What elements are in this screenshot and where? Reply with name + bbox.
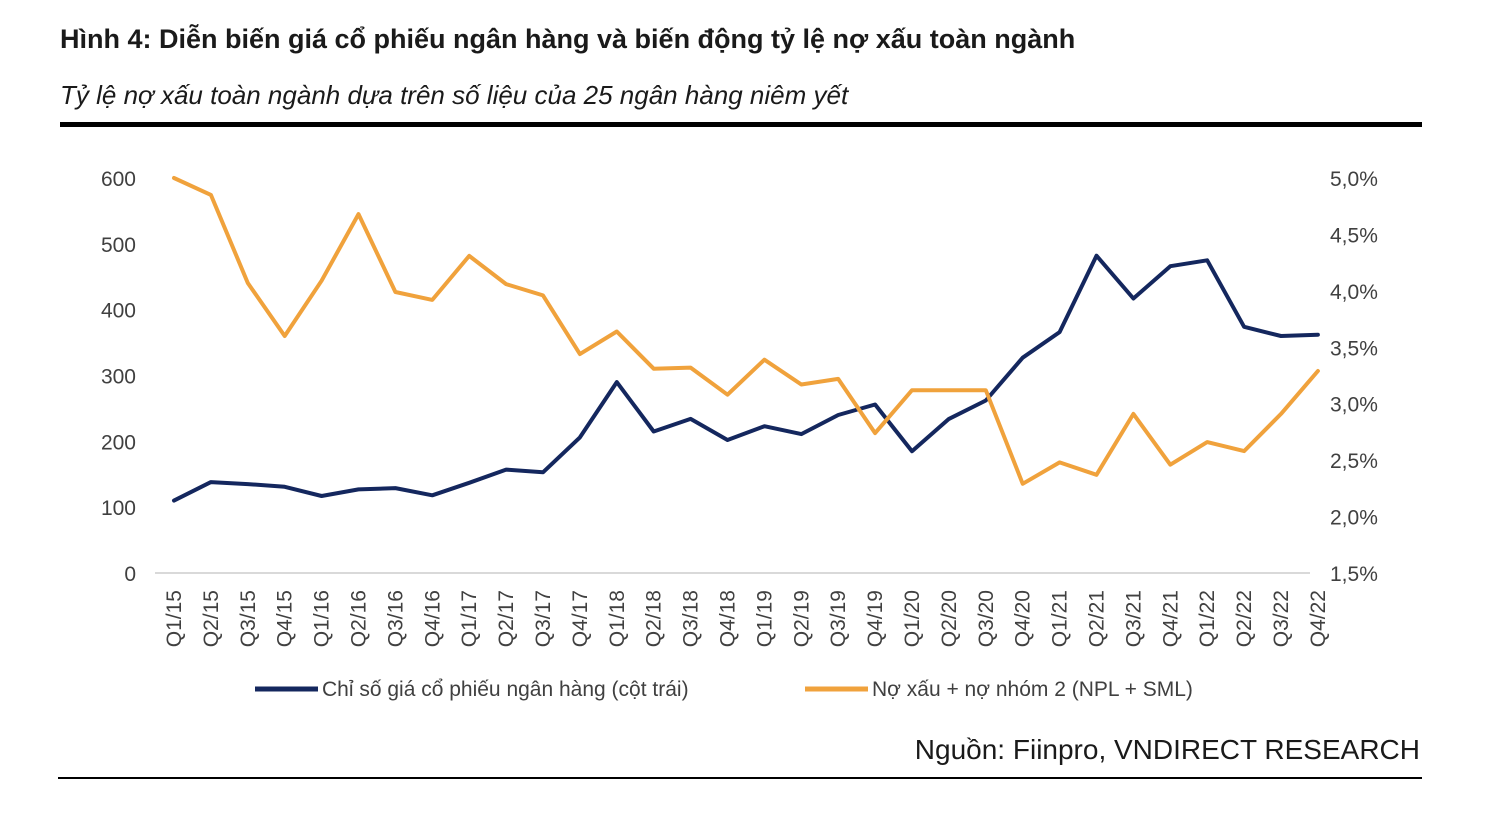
left-tick-label: 400 <box>101 300 136 323</box>
x-tick-label: Q4/16 <box>421 590 444 647</box>
x-tick-label: Q4/17 <box>569 590 592 647</box>
right-tick-label: 2,0% <box>1330 507 1378 530</box>
x-tick-label: Q3/22 <box>1270 590 1293 647</box>
chart-title: Hình 4: Diễn biến giá cổ phiếu ngân hàng… <box>60 24 1076 54</box>
x-tick-label: Q2/16 <box>348 590 371 647</box>
x-tick-label: Q2/20 <box>938 590 961 647</box>
x-tick-label: Q3/18 <box>680 590 703 647</box>
left-tick-label: 200 <box>101 431 136 454</box>
x-tick-label: Q3/21 <box>1122 590 1145 647</box>
x-tick-label: Q2/22 <box>1233 590 1256 647</box>
x-tick-label: Q3/20 <box>975 590 998 647</box>
x-tick-label: Q3/19 <box>827 590 850 647</box>
right-axis: 1,5% 2,0% 2,5% 3,0% 3,5% 4,0% 4,5% 5,0% <box>1330 168 1378 586</box>
series-line-npl <box>172 176 1320 486</box>
x-tick-label: Q1/20 <box>901 590 924 647</box>
left-tick-label: 0 <box>124 563 136 586</box>
legend: Chỉ số giá cổ phiếu ngân hàng (cột trái)… <box>255 678 1193 701</box>
x-tick-label: Q4/15 <box>274 590 297 647</box>
left-axis: 0 100 200 300 400 500 600 <box>101 168 136 586</box>
legend-label-price-index: Chỉ số giá cổ phiếu ngân hàng (cột trái) <box>322 678 689 701</box>
x-tick-label: Q1/16 <box>311 590 334 647</box>
series-layer <box>172 176 1320 503</box>
x-axis: Q1/15 Q2/15 Q3/15 Q4/15 Q1/16 Q2/16 Q3/16 Q4/16… <box>163 590 1330 647</box>
x-tick-label: Q2/18 <box>643 590 666 647</box>
x-tick-label: Q4/22 <box>1307 590 1330 647</box>
left-tick-label: 500 <box>101 234 136 257</box>
x-tick-label: Q3/16 <box>384 590 407 647</box>
x-tick-label: Q2/15 <box>200 590 223 647</box>
x-tick-label: Q1/17 <box>458 590 481 647</box>
x-tick-label: Q1/22 <box>1196 590 1219 647</box>
x-tick-label: Q4/20 <box>1012 590 1035 647</box>
x-tick-label: Q4/19 <box>864 590 887 647</box>
right-tick-label: 1,5% <box>1330 563 1378 586</box>
right-tick-label: 3,5% <box>1330 337 1378 360</box>
right-tick-label: 3,0% <box>1330 394 1378 417</box>
chart-subtitle: Tỷ lệ nợ xấu toàn ngành dựa trên số liệu… <box>60 80 849 110</box>
x-tick-label: Q1/19 <box>753 590 776 647</box>
bottom-rule <box>58 777 1422 779</box>
right-tick-label: 5,0% <box>1330 168 1378 191</box>
x-tick-label: Q2/19 <box>790 590 813 647</box>
left-tick-label: 300 <box>101 366 136 389</box>
right-tick-label: 2,5% <box>1330 450 1378 473</box>
x-tick-label: Q1/15 <box>163 590 186 647</box>
top-rule <box>60 122 1422 127</box>
x-tick-label: Q1/18 <box>606 590 629 647</box>
legend-label-npl: Nợ xấu + nợ nhóm 2 (NPL + SML) <box>872 678 1193 701</box>
left-tick-label: 600 <box>101 168 136 191</box>
right-tick-label: 4,5% <box>1330 224 1378 247</box>
left-tick-label: 100 <box>101 497 136 520</box>
right-tick-label: 4,0% <box>1330 281 1378 304</box>
source-note: Nguồn: Fiinpro, VNDIRECT RESEARCH <box>914 734 1420 765</box>
x-tick-label: Q1/21 <box>1049 590 1072 647</box>
x-tick-label: Q3/17 <box>532 590 555 647</box>
x-tick-label: Q3/15 <box>237 590 260 647</box>
x-tick-label: Q4/18 <box>717 590 740 647</box>
x-tick-label: Q2/21 <box>1086 590 1109 647</box>
x-tick-label: Q4/21 <box>1159 590 1182 647</box>
x-tick-label: Q2/17 <box>495 590 518 647</box>
series-line-price-index <box>172 253 1320 503</box>
